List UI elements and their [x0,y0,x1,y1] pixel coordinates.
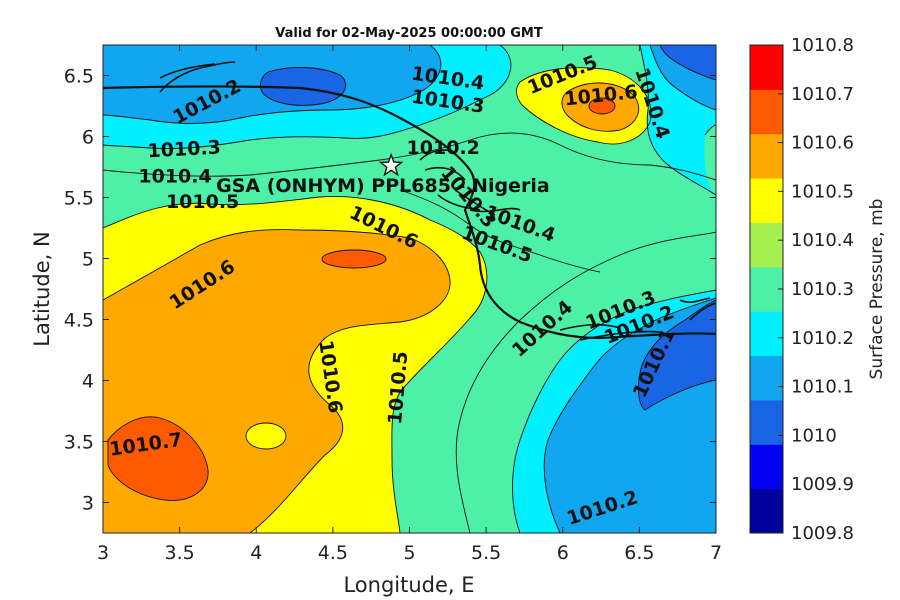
y-tick-label: 3 [82,493,94,515]
colorbar-tick-label: 1010.8 [791,35,854,56]
x-tick-label: 4.5 [318,542,348,564]
colorbar-segment [750,133,783,179]
y-tick-label: 6 [82,127,94,149]
y-tick-label: 4.5 [64,310,94,332]
colorbar-segment [750,89,783,135]
colorbar-segment [750,266,783,312]
x-tick-label: 5 [403,542,415,564]
contour-label: 1010.4 [138,165,211,187]
colorbar-segment [750,355,783,401]
colorbar-segment [750,311,783,357]
colorbar-tick-label: 1010.2 [791,328,854,349]
river-estuary [559,297,716,341]
y-tick-label: 4 [82,371,94,393]
y-axis-ticks: 3 3.5 4 4.5 5 5.5 6 6.5 [64,66,716,515]
colorbar-label: Surface Pressure, mb [867,199,887,380]
colorbar-tick-label: 1009.8 [791,523,854,544]
pressure-region-1010.7-ne [589,98,615,114]
contour-label: 1010.2 [407,137,480,159]
contour-label: 1010.5 [166,191,239,213]
x-tick-label: 6 [557,542,569,564]
x-tick-label: 4 [250,542,262,564]
colorbar-tick-label: 1010.5 [791,181,854,202]
y-tick-label: 3.5 [64,432,94,454]
colorbar-segment [750,178,783,223]
plot-title: Valid for 02-May-2025 00:00:00 GMT [275,26,543,41]
colorbar-segment [750,222,783,268]
x-tick-label: 3.5 [165,542,195,564]
colorbar-tick-label: 1010.4 [791,230,854,251]
colorbar-tick-label: 1010.1 [791,377,854,398]
x-axis-ticks: 3 3.5 4 4.5 5 5.5 6 6.5 7 [97,45,722,564]
pressure-region-1010.5-hole [246,423,286,449]
coastline-and-borders [103,61,716,341]
colorbar [750,45,783,534]
map-plot-area: 1010.2 1010.41010.31010.51010.61010.41010… [103,45,716,533]
pressure-region-1010.0-se [638,300,716,410]
colorbar-ticks: 1010.8 1010.7 1010.6 1010.5 1010.4 1010.3 1010… [778,35,854,544]
x-tick-label: 6.5 [624,542,654,564]
x-tick-label: 7 [710,542,722,564]
delta-channels [419,149,521,216]
pressure-region-1010.0-ne [660,45,716,80]
colorbar-segment [750,488,783,534]
colorbar-segment [750,45,783,90]
station-marker: GSA (ONHYM) PPL685 - Nigeria [216,152,550,197]
contour-label: 1010.3 [147,137,221,163]
colorbar-tick-label: 1010 [791,425,837,446]
y-axis-label: Latitude, N [30,231,54,347]
colorbar-tick-label: 1010.7 [791,84,854,105]
star-icon [378,152,404,177]
colorbar-segment [750,399,783,445]
lagoon-coast [159,61,236,93]
y-tick-label: 6.5 [64,66,94,88]
pressure-region-1010.7 [108,416,209,501]
x-tick-label: 3 [97,542,109,564]
x-axis-label: Longitude, E [343,573,474,597]
station-label: GSA (ONHYM) PPL685 - Nigeria [216,175,550,197]
pressure-region-1010.0-north [260,67,346,106]
contour-lines [103,45,716,533]
pressure-region-1010.7-small [322,250,386,268]
y-tick-label: 5 [82,249,94,271]
x-tick-label: 5.5 [471,542,501,564]
colorbar-tick-label: 1010.6 [791,133,854,154]
coastline [103,85,716,340]
colorbar-tick-label: 1009.9 [791,474,854,495]
colorbar-tick-label: 1010.3 [791,279,854,300]
colorbar-segment [750,444,783,490]
y-tick-label: 5.5 [64,188,94,210]
